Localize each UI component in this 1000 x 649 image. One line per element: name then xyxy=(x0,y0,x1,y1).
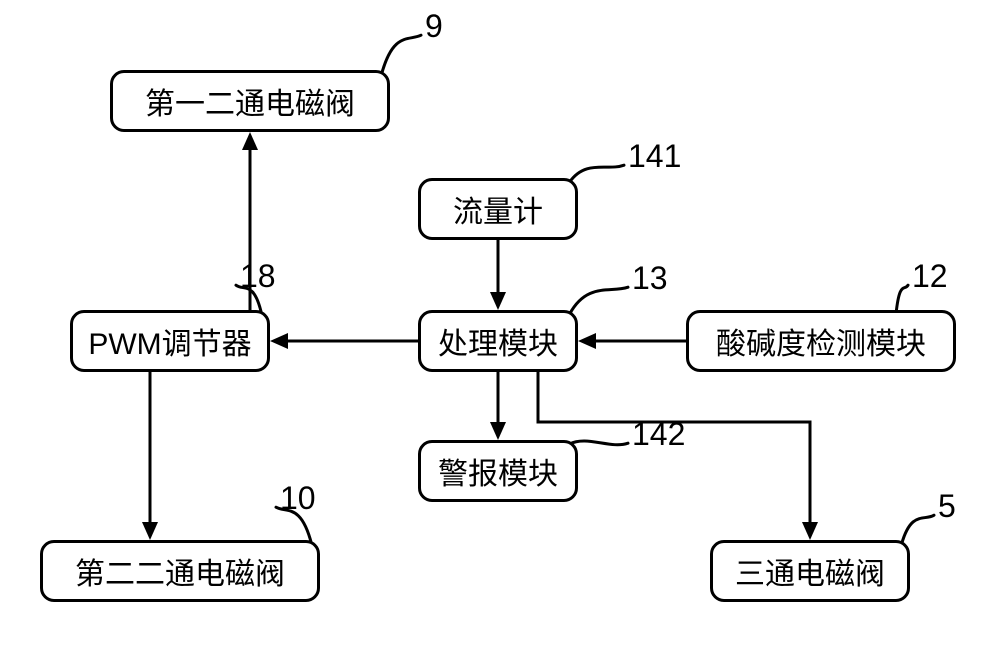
node-valve2: 第二二通电磁阀 xyxy=(40,540,320,602)
ref-9: 9 xyxy=(425,8,443,45)
node-alarm: 警报模块 xyxy=(418,440,578,502)
node-label: 酸碱度检测模块 xyxy=(716,319,926,363)
node-label: 第二二通电磁阀 xyxy=(75,549,285,593)
ref-142: 142 xyxy=(632,416,685,453)
ref-5: 5 xyxy=(938,488,956,525)
node-proc: 处理模块 xyxy=(418,310,578,372)
node-valve1: 第一二通电磁阀 xyxy=(110,70,390,132)
ref-18: 18 xyxy=(240,258,276,295)
node-ph: 酸碱度检测模块 xyxy=(686,310,956,372)
diagram-stage: 第一二通电磁阀 流量计 PWM调节器 处理模块 酸碱度检测模块 警报模块 第二二… xyxy=(0,0,1000,649)
node-label: 警报模块 xyxy=(438,449,558,493)
ref-12: 12 xyxy=(912,258,948,295)
node-label: 第一二通电磁阀 xyxy=(145,79,355,123)
node-label: PWM调节器 xyxy=(88,319,251,363)
ref-141: 141 xyxy=(628,138,681,175)
node-label: 三通电磁阀 xyxy=(735,549,885,593)
ref-10: 10 xyxy=(280,480,316,517)
node-label: 流量计 xyxy=(453,187,543,231)
ref-13: 13 xyxy=(632,260,668,297)
node-pwm: PWM调节器 xyxy=(70,310,270,372)
node-flow: 流量计 xyxy=(418,178,578,240)
node-label: 处理模块 xyxy=(438,319,558,363)
node-valve3: 三通电磁阀 xyxy=(710,540,910,602)
